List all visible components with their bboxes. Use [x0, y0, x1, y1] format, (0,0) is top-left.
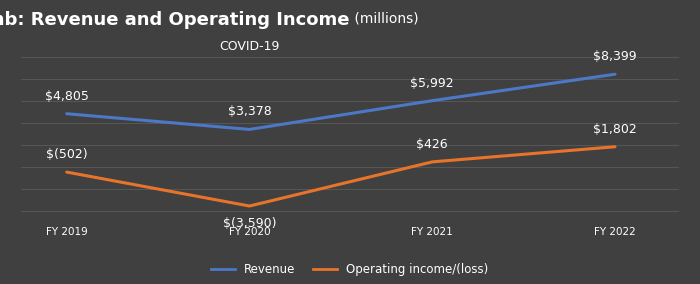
Text: $8,399: $8,399: [593, 50, 637, 63]
Text: $3,378: $3,378: [228, 105, 272, 118]
Text: (millions): (millions): [350, 11, 419, 25]
Text: $(3,590): $(3,590): [223, 217, 276, 230]
Text: $426: $426: [416, 138, 448, 151]
Text: COVID-19: COVID-19: [219, 40, 280, 53]
Text: $5,992: $5,992: [410, 77, 454, 89]
Text: $1,802: $1,802: [593, 123, 637, 136]
Text: Airbnb: Revenue and Operating Income: Airbnb: Revenue and Operating Income: [0, 11, 350, 29]
Text: $4,805: $4,805: [45, 90, 89, 103]
Legend: Revenue, Operating income/(loss): Revenue, Operating income/(loss): [206, 258, 494, 280]
Text: $(502): $(502): [46, 148, 88, 161]
